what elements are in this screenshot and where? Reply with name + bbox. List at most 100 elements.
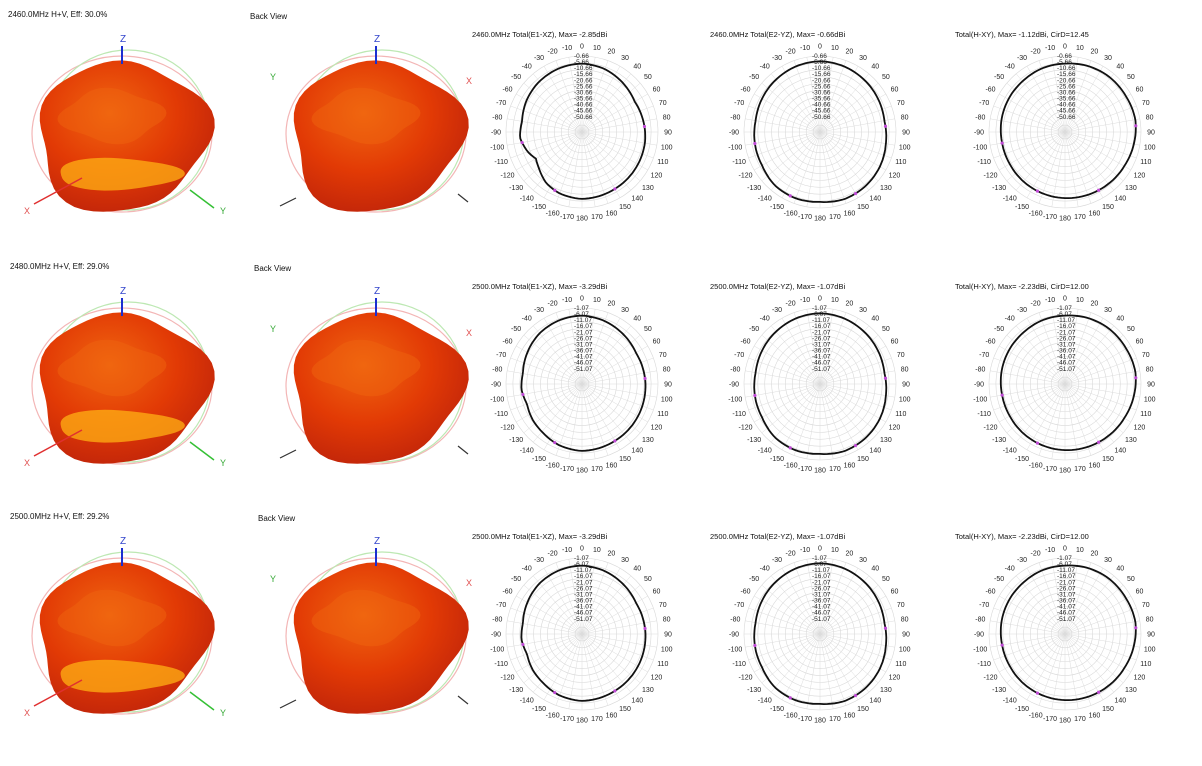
angle-tick-label: -90 (491, 382, 501, 389)
grid-spoke (581, 309, 596, 385)
grid-spoke (581, 66, 621, 133)
view-title: 2500.0MHz H+V, Eff: 29.2% (10, 512, 110, 521)
angle-tick-label: -120 (984, 425, 998, 432)
grid-spoke (819, 568, 859, 635)
angle-tick-label: -90 (729, 382, 739, 389)
grid-spoke (1026, 383, 1066, 450)
angle-tick-label: 0 (580, 296, 584, 303)
grid-spoke (806, 633, 821, 709)
curve-marker (613, 689, 617, 693)
ring-value-label: -21.07 (1057, 579, 1076, 586)
angle-tick-label: -20 (786, 49, 796, 56)
angle-tick-label: 170 (591, 716, 603, 723)
x-axis-label: X (466, 578, 472, 588)
angle-tick-label: -140 (758, 447, 772, 454)
grid-spoke (819, 131, 886, 171)
angle-tick-label: 80 (663, 617, 671, 624)
radiation-pattern-solid (293, 562, 469, 714)
grid-spoke (793, 562, 821, 635)
angle-tick-label: -130 (992, 185, 1006, 192)
angle-tick-label: -50 (994, 74, 1004, 81)
angle-tick-label: -70 (734, 352, 744, 359)
ring-value-label: -1.07 (1057, 555, 1072, 562)
angle-tick-label: 40 (633, 566, 641, 573)
ring-value-label: -46.07 (574, 610, 593, 617)
angle-tick-label: 130 (642, 687, 654, 694)
polar-title: 2460.0MHz Total(E1-XZ), Max= -2.85dBi (472, 30, 608, 39)
ring-value-label: -11.07 (574, 317, 592, 324)
ring-value-label: -45.66 (1057, 108, 1076, 115)
polar-chart: 0 10 20 30 40 50 60 70 80 90 100 110 120 130 140 150 160… (700, 24, 940, 264)
curve-marker (613, 187, 617, 191)
ring-value-label: -15.66 (574, 71, 593, 78)
ring-value-label: -31.07 (812, 341, 831, 348)
grid-spoke (819, 131, 879, 182)
angle-tick-label: 50 (882, 576, 890, 583)
polar-chart: 0 10 20 30 40 50 60 70 80 90 100 110 120 130 140 150 160… (700, 276, 940, 516)
ring-value-label: -30.66 (812, 89, 831, 96)
grid-spoke (793, 633, 821, 706)
grid-spoke (819, 620, 895, 635)
curve-marker (1000, 141, 1004, 145)
pattern-curve (999, 62, 1137, 199)
curve-marker (520, 140, 524, 145)
ring-value-label: -36.07 (812, 348, 831, 355)
angle-tick-label: 140 (869, 195, 881, 202)
polar-title: 2500.0MHz Total(E1-XZ), Max= -3.29dBi (472, 282, 608, 291)
angle-tick-label: -100 (728, 144, 742, 151)
angle-tick-label: -20 (1031, 49, 1041, 56)
hidden-axis-stub (279, 197, 297, 207)
grid-spoke (581, 325, 632, 385)
y-axis-label: Y (270, 72, 276, 82)
angle-tick-label: -70 (979, 602, 989, 609)
angle-tick-label: -70 (734, 100, 744, 107)
grid-spoke (819, 562, 847, 635)
pattern-curve (999, 564, 1137, 701)
angle-tick-label: 170 (829, 214, 841, 221)
grid-spoke (1064, 575, 1115, 635)
curve-marker (1000, 393, 1004, 397)
z-axis-label: Z (374, 536, 380, 547)
angle-tick-label: -90 (974, 632, 984, 639)
angle-tick-label: -40 (1005, 316, 1015, 323)
angle-tick-label: 90 (1147, 632, 1155, 639)
ring-value-label: -10.66 (1057, 65, 1076, 72)
angle-tick-label: -130 (747, 185, 761, 192)
grid-spoke (1064, 383, 1140, 398)
ring-value-label: -21.07 (574, 329, 593, 336)
angle-tick-label: 110 (1140, 411, 1151, 418)
grid-spoke (1064, 82, 1124, 133)
angle-tick-label: -20 (548, 49, 558, 56)
grid-spoke (581, 633, 632, 693)
grid-spoke (581, 345, 648, 385)
angle-tick-label: 130 (642, 185, 654, 192)
back-view-3d-pattern: Z Y X (258, 22, 478, 227)
angle-tick-label: 10 (593, 297, 601, 304)
ring-value-label: -31.07 (1057, 591, 1076, 598)
angle-tick-label: 40 (871, 316, 879, 323)
angle-tick-label: -100 (973, 646, 987, 653)
angle-tick-label: 160 (606, 462, 618, 469)
angle-tick-label: 160 (1089, 210, 1101, 217)
angle-tick-label: 40 (1116, 316, 1124, 323)
grid-spoke (1064, 595, 1131, 635)
ring-value-label: -46.07 (812, 610, 831, 617)
hidden-axis-stub (279, 449, 297, 459)
grid-spoke (568, 559, 583, 635)
angle-tick-label: 100 (899, 144, 911, 151)
ring-value-label: -1.07 (812, 555, 827, 562)
angle-tick-label: 150 (619, 204, 631, 211)
angle-tick-label: -20 (1031, 301, 1041, 308)
angle-tick-label: 0 (580, 546, 584, 553)
grid-spoke (819, 357, 892, 385)
angle-tick-label: 90 (1147, 382, 1155, 389)
grid-spoke (1064, 93, 1131, 133)
grid-spoke (781, 318, 821, 385)
grid-spoke (1015, 325, 1066, 385)
grid-spoke (819, 66, 859, 133)
grid-spoke (1064, 57, 1079, 133)
ring-value-label: -25.66 (812, 83, 831, 90)
angle-tick-label: 130 (1125, 687, 1137, 694)
